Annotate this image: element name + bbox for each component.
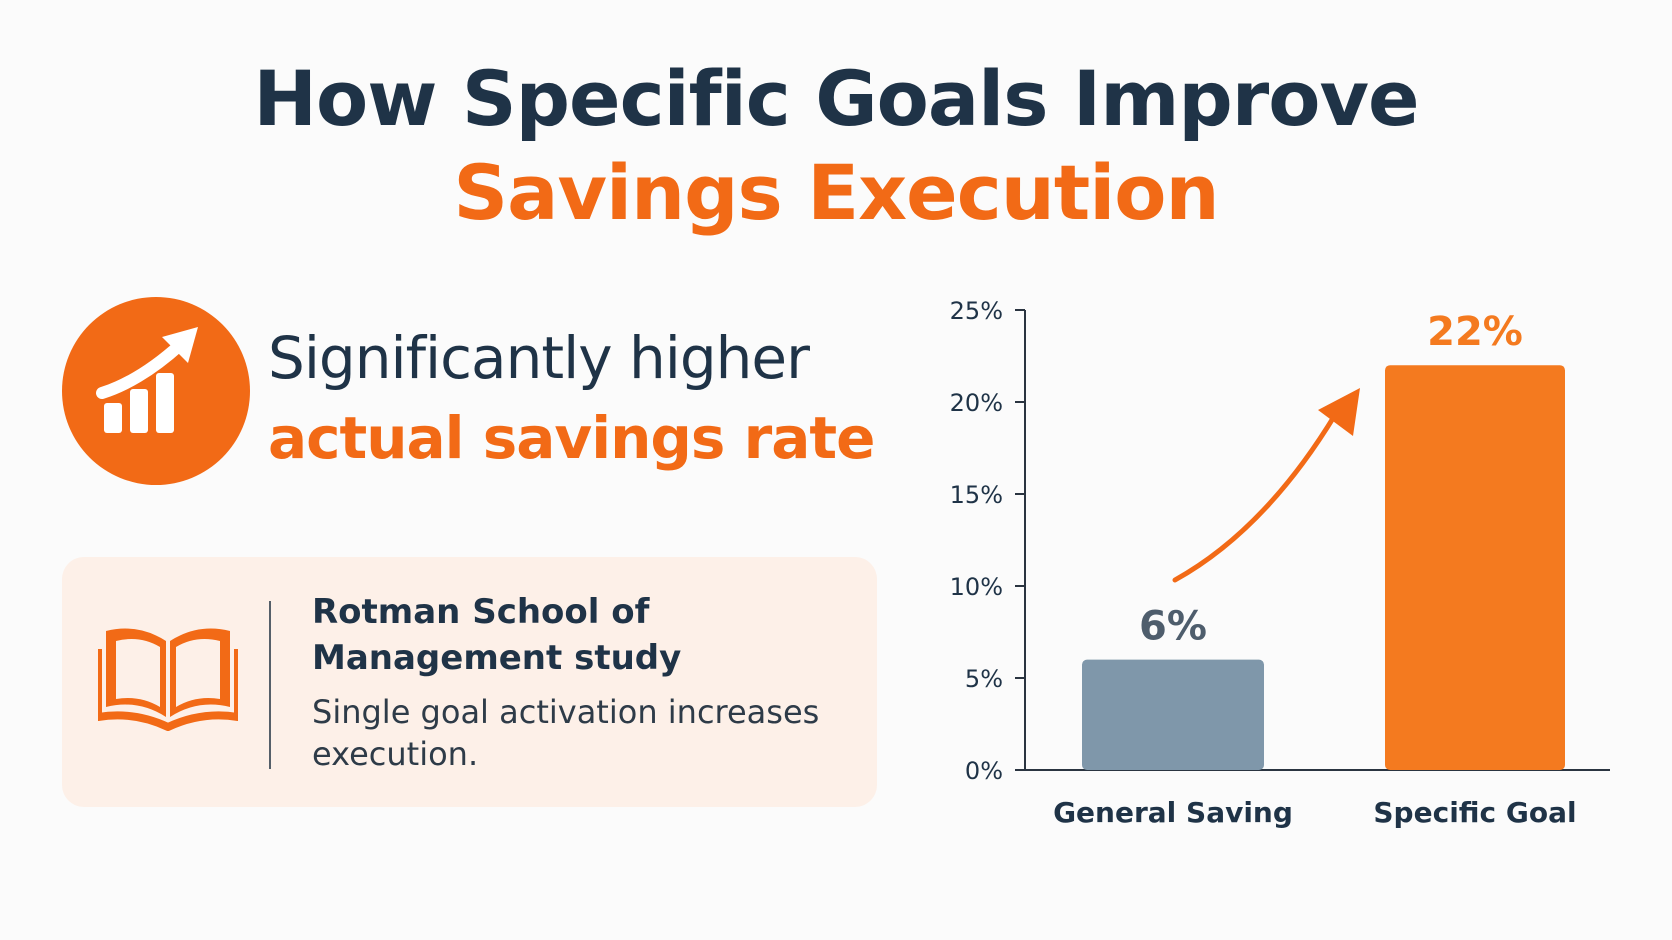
y-tick-label: 25% <box>950 297 1003 325</box>
bar-value-label: 6% <box>1139 604 1207 650</box>
bar-value-label: 22% <box>1427 309 1523 355</box>
growth-arrow-head <box>1318 388 1360 436</box>
x-tick-label: General Saving <box>1053 796 1293 829</box>
chart-growth-icon <box>62 297 250 485</box>
card-divider <box>269 601 271 769</box>
page-title: How Specific Goals Improve Savings Execu… <box>0 52 1672 240</box>
study-source: Rotman School of Management study <box>312 592 682 678</box>
highlight-headline: Significantly higher actual savings rate <box>268 318 875 478</box>
study-card: Rotman School of Management study Single… <box>62 557 877 807</box>
study-description: Single goal activation increases executi… <box>312 693 820 773</box>
growth-arrow <box>1172 412 1338 583</box>
title-line-1: How Specific Goals Improve <box>253 54 1419 143</box>
y-tick-label: 10% <box>950 573 1003 601</box>
y-tick-label: 15% <box>950 481 1003 509</box>
bar <box>1082 659 1264 770</box>
bar <box>1385 365 1565 770</box>
y-tick-label: 0% <box>965 757 1003 785</box>
bar-chart: 0% 5% 10% 15% 20% 25% 6% General Saving 22% Speci… <box>950 297 1610 829</box>
title-line-2: Savings Execution <box>453 148 1219 237</box>
highlight-line-2: actual savings rate <box>268 404 875 472</box>
open-book-icon <box>98 628 238 731</box>
x-tick-label: Specific Goal <box>1373 796 1576 829</box>
highlight-line-1: Significantly higher <box>268 324 810 392</box>
y-tick-label: 20% <box>950 389 1003 417</box>
y-tick-label: 5% <box>965 665 1003 693</box>
